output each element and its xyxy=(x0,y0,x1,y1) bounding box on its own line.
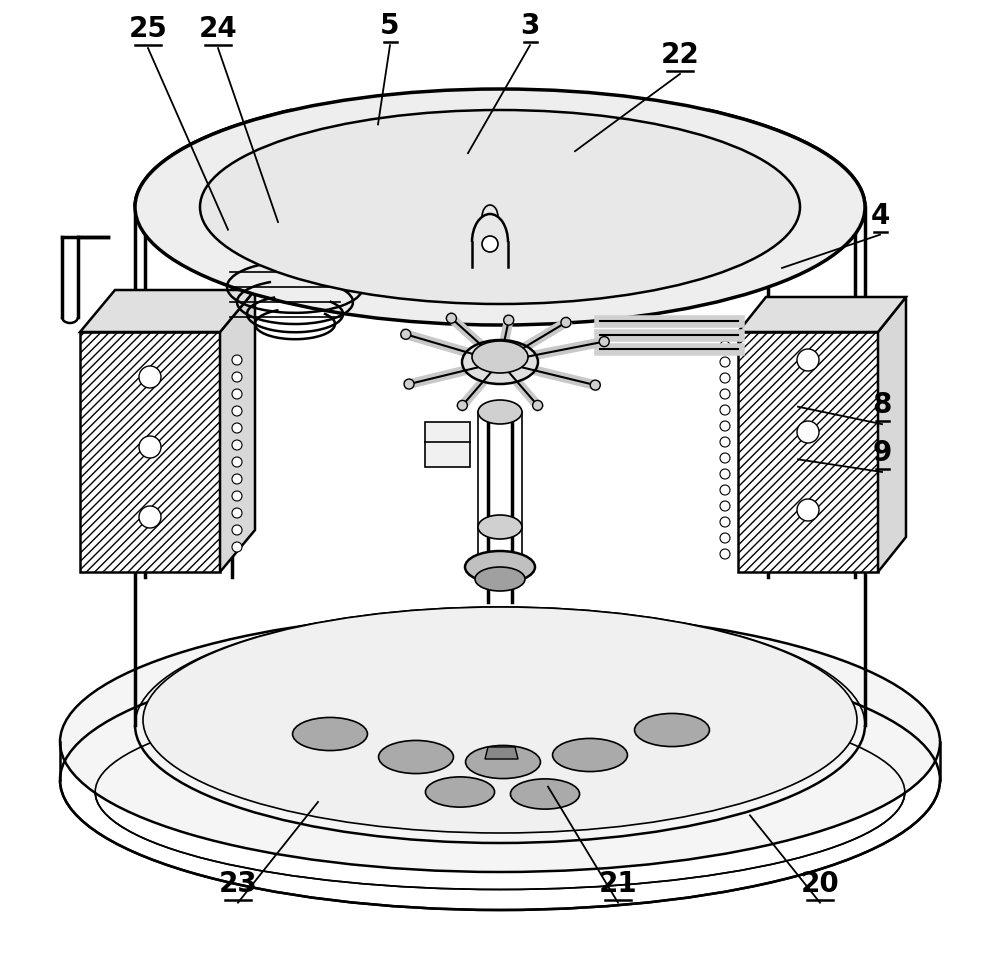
Circle shape xyxy=(720,469,730,479)
Circle shape xyxy=(720,389,730,399)
Circle shape xyxy=(533,400,543,411)
Circle shape xyxy=(797,349,819,371)
Circle shape xyxy=(720,453,730,463)
Circle shape xyxy=(720,549,730,559)
Circle shape xyxy=(599,337,609,346)
Ellipse shape xyxy=(478,515,522,539)
Circle shape xyxy=(720,341,730,351)
Circle shape xyxy=(446,313,456,323)
Circle shape xyxy=(404,379,414,389)
Polygon shape xyxy=(80,332,220,572)
Text: 22: 22 xyxy=(661,41,699,69)
Ellipse shape xyxy=(278,706,382,752)
Polygon shape xyxy=(878,297,906,572)
Polygon shape xyxy=(425,422,470,467)
Circle shape xyxy=(139,366,161,388)
Ellipse shape xyxy=(465,551,535,583)
Circle shape xyxy=(720,501,730,511)
Ellipse shape xyxy=(510,779,580,809)
Circle shape xyxy=(232,491,242,501)
Circle shape xyxy=(232,508,242,518)
Ellipse shape xyxy=(478,400,522,424)
Ellipse shape xyxy=(462,340,538,384)
Ellipse shape xyxy=(425,777,495,807)
Circle shape xyxy=(232,423,242,433)
Ellipse shape xyxy=(200,110,800,304)
Polygon shape xyxy=(738,297,906,332)
Circle shape xyxy=(139,506,161,528)
Ellipse shape xyxy=(60,612,940,872)
Circle shape xyxy=(482,236,498,252)
Ellipse shape xyxy=(379,741,453,773)
Circle shape xyxy=(720,517,730,527)
Ellipse shape xyxy=(135,89,865,325)
Circle shape xyxy=(232,440,242,450)
Circle shape xyxy=(504,315,514,325)
Ellipse shape xyxy=(364,729,468,775)
Text: 4: 4 xyxy=(870,202,890,230)
Polygon shape xyxy=(485,747,518,759)
Text: 20: 20 xyxy=(801,870,839,898)
Circle shape xyxy=(232,474,242,484)
Ellipse shape xyxy=(472,341,528,373)
Text: 9: 9 xyxy=(872,439,892,467)
Ellipse shape xyxy=(412,766,508,808)
Ellipse shape xyxy=(538,727,642,773)
Circle shape xyxy=(720,485,730,495)
Ellipse shape xyxy=(497,768,593,810)
Text: 3: 3 xyxy=(520,12,540,40)
Circle shape xyxy=(457,400,467,411)
Circle shape xyxy=(561,318,571,327)
Circle shape xyxy=(232,372,242,382)
Circle shape xyxy=(232,457,242,467)
Ellipse shape xyxy=(293,718,367,750)
Polygon shape xyxy=(738,332,878,572)
Ellipse shape xyxy=(475,567,525,591)
Polygon shape xyxy=(220,290,255,572)
Circle shape xyxy=(720,357,730,367)
Text: 25: 25 xyxy=(129,15,167,43)
Polygon shape xyxy=(80,290,255,332)
Ellipse shape xyxy=(553,739,627,771)
Text: 8: 8 xyxy=(872,391,892,419)
Circle shape xyxy=(232,389,242,399)
Text: 24: 24 xyxy=(199,15,237,43)
Circle shape xyxy=(720,437,730,447)
Circle shape xyxy=(139,436,161,458)
Circle shape xyxy=(797,421,819,443)
Circle shape xyxy=(232,406,242,416)
Circle shape xyxy=(232,525,242,535)
Text: 23: 23 xyxy=(219,870,257,898)
Text: 5: 5 xyxy=(380,12,400,40)
Ellipse shape xyxy=(466,746,540,779)
Ellipse shape xyxy=(635,713,709,746)
Ellipse shape xyxy=(620,702,724,748)
Circle shape xyxy=(720,421,730,431)
Circle shape xyxy=(232,542,242,552)
Circle shape xyxy=(232,355,242,365)
Circle shape xyxy=(401,329,411,340)
Circle shape xyxy=(590,380,600,390)
Circle shape xyxy=(720,373,730,383)
Ellipse shape xyxy=(451,734,555,780)
Circle shape xyxy=(720,533,730,543)
Ellipse shape xyxy=(143,607,857,833)
Text: 21: 21 xyxy=(599,870,637,898)
Circle shape xyxy=(720,405,730,415)
Circle shape xyxy=(797,499,819,521)
